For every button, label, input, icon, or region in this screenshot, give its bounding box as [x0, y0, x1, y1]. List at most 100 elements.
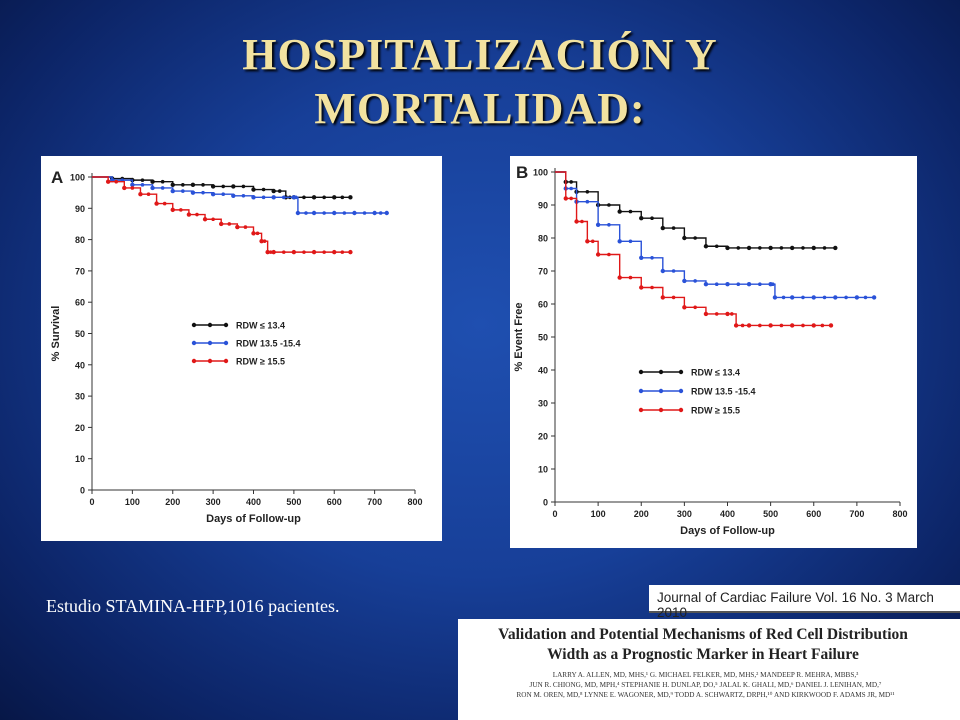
censor-mark-0	[650, 216, 654, 220]
series-point-1	[725, 282, 730, 287]
legend-label-1: RDW 13.5 -15.4	[236, 339, 301, 349]
censor-mark-0	[779, 246, 784, 250]
legend-marker-0	[207, 322, 213, 328]
censor-mark-1	[801, 295, 805, 300]
series-point-1	[170, 188, 175, 194]
censor-mark-1	[160, 186, 165, 190]
x-tick-label: 200	[165, 497, 180, 507]
series-point-2	[789, 323, 795, 328]
series-point-2	[170, 207, 175, 213]
censor-mark-2	[322, 250, 326, 254]
y-tick-label: 70	[538, 267, 548, 277]
legend-marker-0	[191, 322, 197, 328]
series-point-2	[563, 196, 568, 201]
y-axis-label: % Event Free	[513, 302, 525, 371]
authors-line-1: LARRY A. ALLEN, MD, MHS,¹ G. MICHAEL FEL…	[552, 671, 859, 679]
slide-title: HOSPITALIZACIÓN Y MORTALIDAD:	[0, 28, 960, 136]
series-point-2	[828, 323, 834, 328]
censor-mark-2	[607, 252, 611, 257]
series-point-1	[372, 210, 377, 216]
y-tick-label: 100	[70, 173, 85, 183]
x-tick-label: 300	[206, 497, 221, 507]
series-point-2	[219, 221, 224, 227]
censor-mark-0	[261, 187, 266, 192]
series-point-1	[210, 192, 216, 197]
y-tick-label: 70	[75, 266, 85, 276]
series-line-1	[555, 171, 875, 299]
censor-mark-2	[302, 250, 306, 254]
y-tick-label: 90	[538, 201, 548, 211]
censor-mark-2	[268, 250, 273, 254]
legend-marker-1	[638, 388, 644, 394]
censor-mark-1	[201, 190, 205, 195]
censor-mark-1	[569, 186, 573, 191]
censor-mark-1	[822, 295, 827, 300]
censor-mark-1	[241, 193, 246, 198]
series-point-1	[660, 268, 666, 274]
censor-mark-2	[114, 179, 119, 184]
censor-mark-0	[607, 203, 611, 207]
series-point-0	[660, 225, 666, 231]
journal-citation: Journal of Cardiac Failure Vol. 16 No. 3…	[657, 590, 934, 620]
legend-marker-1	[207, 340, 213, 346]
censor-mark-0	[736, 246, 741, 250]
series-point-0	[639, 216, 644, 221]
series-point-2	[703, 311, 709, 317]
censor-mark-2	[820, 323, 825, 328]
censor-mark-2	[628, 275, 633, 280]
censor-mark-2	[693, 305, 697, 310]
series-point-1	[639, 255, 644, 260]
series-point-2	[259, 238, 264, 244]
series-point-1	[746, 282, 752, 287]
x-tick-label: 600	[327, 497, 342, 507]
series-point-1	[617, 239, 622, 244]
y-axis-label: % Survival	[50, 306, 62, 362]
censor-mark-2	[590, 239, 595, 244]
censor-mark-0	[569, 180, 573, 184]
x-tick-label: 0	[89, 497, 94, 507]
series-point-2	[265, 249, 270, 255]
series-point-2	[348, 249, 353, 255]
study-caption: Estudio STAMINA-HFP,1016 pacientes.	[46, 596, 340, 616]
y-tick-label: 0	[80, 486, 85, 496]
series-point-1	[384, 210, 389, 216]
x-tick-label: 100	[591, 509, 606, 519]
legend-marker-2	[658, 407, 664, 413]
censor-mark-1	[607, 223, 611, 227]
censor-mark-1	[863, 295, 868, 300]
series-line-1	[92, 176, 387, 214]
series-point-2	[595, 252, 601, 257]
legend-marker-2	[207, 358, 213, 364]
censor-mark-1	[221, 192, 226, 197]
series-point-1	[295, 210, 301, 216]
censor-mark-2	[195, 212, 199, 217]
censor-mark-2	[714, 312, 719, 316]
legend-marker-2	[191, 358, 197, 364]
y-tick-label: 10	[538, 465, 548, 475]
censor-mark-2	[162, 201, 167, 206]
censor-mark-2	[580, 219, 584, 224]
series-point-2	[271, 249, 276, 255]
censor-mark-1	[342, 211, 347, 215]
series-point-1	[833, 295, 838, 300]
censor-mark-1	[628, 239, 633, 244]
series-point-2	[811, 323, 816, 328]
censor-mark-2	[146, 192, 151, 197]
y-tick-label: 20	[538, 432, 548, 442]
censor-mark-0	[693, 236, 697, 240]
censor-mark-2	[569, 196, 573, 201]
series-point-2	[585, 239, 590, 244]
censor-mark-2	[650, 285, 654, 290]
series-point-1	[854, 295, 860, 300]
x-tick-label: 800	[407, 497, 422, 507]
y-tick-label: 80	[538, 234, 548, 244]
series-point-1	[130, 182, 135, 188]
x-tick-label: 400	[246, 497, 261, 507]
series-point-2	[574, 219, 579, 224]
censor-mark-0	[801, 246, 805, 250]
censor-mark-2	[281, 250, 286, 254]
y-tick-label: 30	[538, 399, 548, 409]
y-tick-label: 50	[75, 329, 85, 339]
censor-mark-0	[241, 184, 246, 189]
y-tick-label: 60	[75, 298, 85, 308]
